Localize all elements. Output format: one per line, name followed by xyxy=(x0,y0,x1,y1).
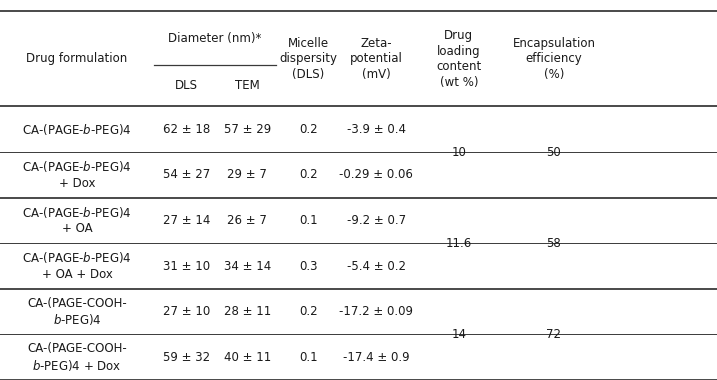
Text: 0.1: 0.1 xyxy=(299,351,318,364)
Text: 34 ± 14: 34 ± 14 xyxy=(224,260,271,272)
Text: Encapsulation
efficiency
(%): Encapsulation efficiency (%) xyxy=(513,37,595,81)
Text: 0.3: 0.3 xyxy=(299,260,318,272)
Text: 57 ± 29: 57 ± 29 xyxy=(224,123,271,136)
Text: $\it{b}$-PEG)4 + Dox: $\it{b}$-PEG)4 + Dox xyxy=(32,358,122,373)
Text: CA-(PAGE-$\it{b}$-PEG)4: CA-(PAGE-$\it{b}$-PEG)4 xyxy=(22,250,132,265)
Text: Zeta-
potential
(mV): Zeta- potential (mV) xyxy=(350,37,403,81)
Text: CA-(PAGE-COOH-: CA-(PAGE-COOH- xyxy=(27,342,127,355)
Text: CA-(PAGE-$\it{b}$-PEG)4: CA-(PAGE-$\it{b}$-PEG)4 xyxy=(22,159,132,174)
Text: 29 ± 7: 29 ± 7 xyxy=(227,168,267,181)
Text: -3.9 ± 0.4: -3.9 ± 0.4 xyxy=(347,123,406,136)
Text: 62 ± 18: 62 ± 18 xyxy=(163,123,210,136)
Text: + OA: + OA xyxy=(62,222,92,235)
Text: -17.2 ± 0.09: -17.2 ± 0.09 xyxy=(339,305,414,318)
Text: $\it{b}$-PEG)4: $\it{b}$-PEG)4 xyxy=(53,312,101,328)
Text: 14: 14 xyxy=(452,328,466,341)
Text: -0.29 ± 0.06: -0.29 ± 0.06 xyxy=(339,168,414,181)
Text: 54 ± 27: 54 ± 27 xyxy=(163,168,210,181)
Text: 0.2: 0.2 xyxy=(299,305,318,318)
Text: 28 ± 11: 28 ± 11 xyxy=(224,305,271,318)
Text: 40 ± 11: 40 ± 11 xyxy=(224,351,271,364)
Text: 10: 10 xyxy=(452,146,466,158)
Text: DLS: DLS xyxy=(175,79,198,92)
Text: 11.6: 11.6 xyxy=(446,237,472,250)
Text: 0.2: 0.2 xyxy=(299,168,318,181)
Text: 59 ± 32: 59 ± 32 xyxy=(163,351,210,364)
Text: 58: 58 xyxy=(546,237,561,250)
Text: 0.1: 0.1 xyxy=(299,214,318,227)
Text: + OA + Dox: + OA + Dox xyxy=(42,268,113,281)
Text: 0.2: 0.2 xyxy=(299,123,318,136)
Text: Diameter (nm)*: Diameter (nm)* xyxy=(168,32,262,44)
Text: 27 ± 10: 27 ± 10 xyxy=(163,305,210,318)
Text: 26 ± 7: 26 ± 7 xyxy=(227,214,267,227)
Text: TEM: TEM xyxy=(235,79,260,92)
Text: 72: 72 xyxy=(546,328,561,341)
Text: 27 ± 14: 27 ± 14 xyxy=(163,214,210,227)
Text: -17.4 ± 0.9: -17.4 ± 0.9 xyxy=(343,351,409,364)
Text: + Dox: + Dox xyxy=(59,177,95,190)
Text: CA-(PAGE-$\it{b}$-PEG)4: CA-(PAGE-$\it{b}$-PEG)4 xyxy=(22,122,132,137)
Text: Drug formulation: Drug formulation xyxy=(27,52,128,65)
Text: 31 ± 10: 31 ± 10 xyxy=(163,260,210,272)
Text: -9.2 ± 0.7: -9.2 ± 0.7 xyxy=(347,214,406,227)
Text: Micelle
dispersity
(DLS): Micelle dispersity (DLS) xyxy=(280,37,337,81)
Text: -5.4 ± 0.2: -5.4 ± 0.2 xyxy=(347,260,406,272)
Text: 50: 50 xyxy=(546,146,561,158)
Text: Drug
loading
content
(wt %): Drug loading content (wt %) xyxy=(436,29,482,89)
Text: CA-(PAGE-COOH-: CA-(PAGE-COOH- xyxy=(27,297,127,310)
Text: CA-(PAGE-$\it{b}$-PEG)4: CA-(PAGE-$\it{b}$-PEG)4 xyxy=(22,204,132,220)
